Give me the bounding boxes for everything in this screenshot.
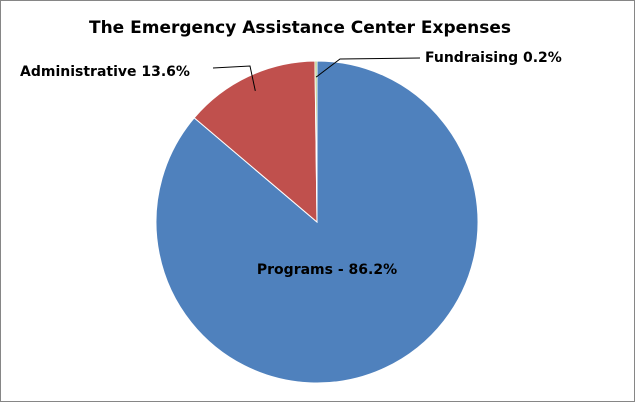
pie-slice xyxy=(314,60,318,223)
chart-title: The Emergency Assistance Center Expenses xyxy=(89,18,511,38)
data-label: Programs - 86.2% xyxy=(257,262,397,278)
pie-slice xyxy=(193,60,318,224)
data-label: Fundraising 0.2% xyxy=(425,50,562,66)
data-label: Administrative 13.6% xyxy=(20,64,190,80)
leader-line xyxy=(212,65,256,91)
leader-line xyxy=(315,57,421,78)
